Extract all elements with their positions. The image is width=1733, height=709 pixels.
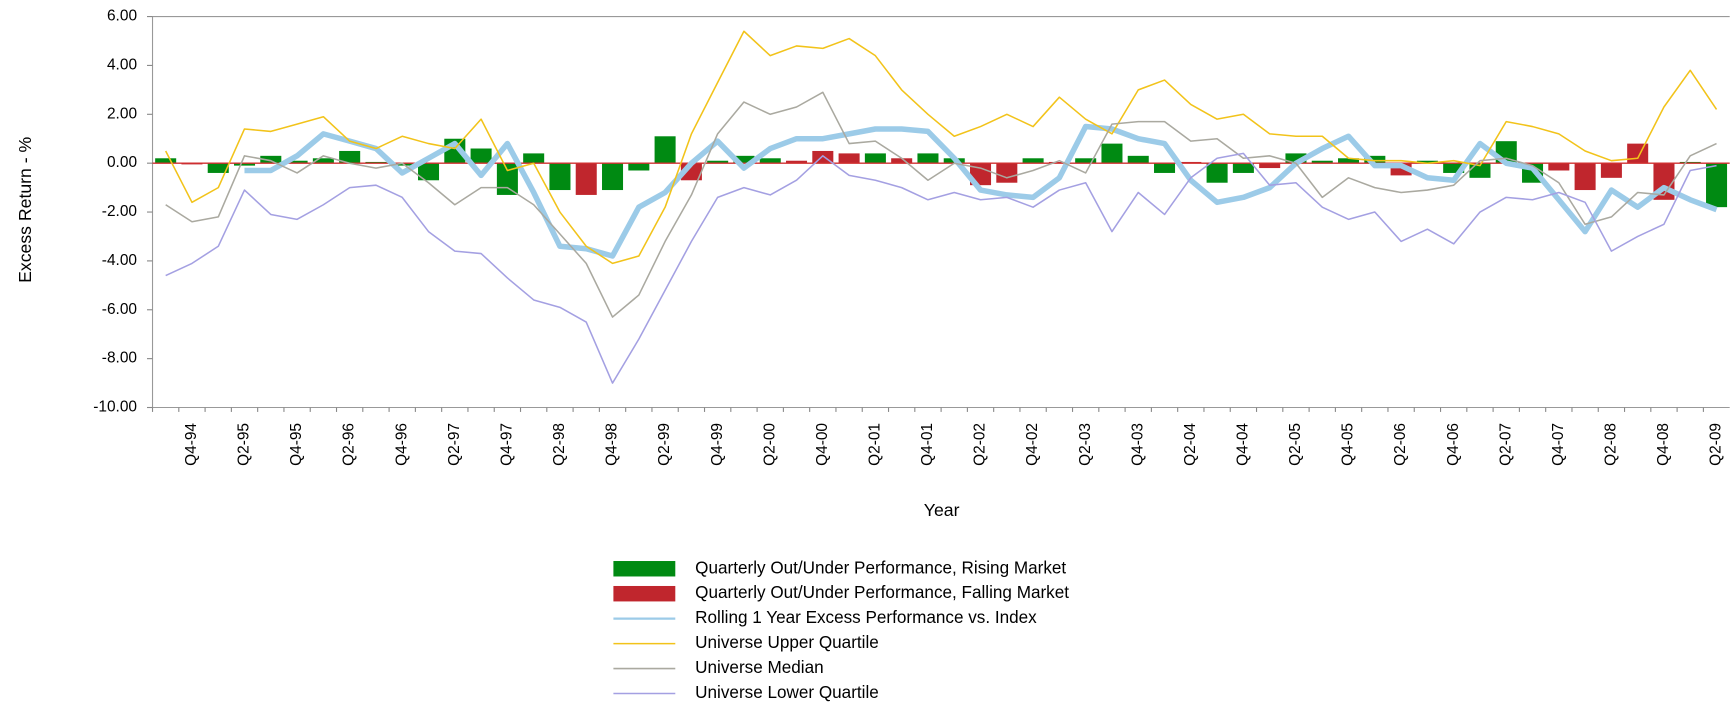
x-tick-label: Q2-96 <box>341 423 358 466</box>
bar <box>1574 163 1596 191</box>
legend-label: Quarterly Out/Under Performance, Rising … <box>695 558 1066 577</box>
series-line <box>164 30 1718 265</box>
x-tick-label: Q2-05 <box>1287 423 1304 466</box>
bar <box>1206 163 1228 183</box>
legend-label: Universe Upper Quartile <box>695 633 879 652</box>
legend-label: Universe Lower Quartile <box>695 683 879 702</box>
bar <box>260 155 282 164</box>
x-tick-label: Q2-02 <box>972 423 989 466</box>
bar <box>996 163 1018 183</box>
x-axis-title: Year <box>924 500 960 520</box>
x-tick-label: Q2-99 <box>656 423 673 466</box>
x-tick-label: Q4-98 <box>604 423 621 466</box>
x-tick-label: Q4-95 <box>288 423 305 466</box>
bar <box>1364 155 1386 164</box>
x-tick-label: Q4-99 <box>709 423 726 466</box>
x-tick-label: Q2-03 <box>1077 423 1094 466</box>
x-tick-label: Q4-04 <box>1234 423 1251 466</box>
bar <box>418 163 440 181</box>
legend-label: Universe Median <box>695 658 823 677</box>
bar <box>786 160 808 164</box>
bar <box>391 163 413 166</box>
legend-label: Quarterly Out/Under Performance, Falling… <box>695 583 1069 602</box>
bar <box>575 163 597 195</box>
bar <box>602 163 624 191</box>
bar <box>891 158 913 164</box>
x-tick-label: Q2-06 <box>1392 423 1409 466</box>
bar <box>654 136 676 164</box>
series-line <box>165 91 1717 318</box>
y-tick-label: -6.00 <box>102 301 137 318</box>
bar <box>286 160 308 164</box>
bar <box>628 163 650 171</box>
x-tick-label: Q2-08 <box>1602 423 1619 466</box>
bar <box>838 153 860 164</box>
x-tick-label: Q4-96 <box>393 423 410 466</box>
y-tick-label: 0.00 <box>107 154 137 171</box>
bar <box>759 158 781 164</box>
bar <box>549 163 571 191</box>
x-tick-label: Q4-01 <box>919 423 936 466</box>
x-tick-label: Q4-03 <box>1129 423 1146 466</box>
y-tick-label: 2.00 <box>107 105 137 122</box>
bar <box>1259 163 1281 169</box>
bar <box>339 150 361 164</box>
bar <box>1127 155 1149 164</box>
x-tick-label: Q2-95 <box>236 423 253 466</box>
bar <box>1338 158 1360 164</box>
series-line <box>244 123 1718 259</box>
y-tick-label: -4.00 <box>102 252 137 269</box>
bar <box>234 163 256 166</box>
bar <box>1101 143 1123 164</box>
bar <box>1022 158 1044 164</box>
bar <box>312 158 334 164</box>
bar <box>707 160 729 164</box>
series-line <box>165 152 1717 384</box>
y-tick-label: 4.00 <box>107 57 137 74</box>
x-tick-label: Q4-05 <box>1340 423 1357 466</box>
x-tick-label: Q4-08 <box>1655 423 1672 466</box>
bar <box>1232 163 1254 173</box>
x-tick-label: Q2-09 <box>1708 423 1725 466</box>
bar <box>1548 163 1570 171</box>
bar <box>917 153 939 164</box>
bar <box>155 158 177 164</box>
x-tick-label: Q2-98 <box>551 423 568 466</box>
y-tick-label: -8.00 <box>102 350 137 367</box>
bar <box>1416 160 1438 164</box>
bar <box>1075 158 1097 164</box>
x-tick-label: Q4-06 <box>1445 423 1462 466</box>
bar <box>1469 163 1491 178</box>
bar <box>1154 163 1176 173</box>
x-tick-label: Q2-04 <box>1182 423 1199 466</box>
bar <box>1443 163 1465 173</box>
x-tick-label: Q2-07 <box>1497 423 1514 466</box>
y-tick-label: -2.00 <box>102 203 137 220</box>
bar <box>1600 163 1622 178</box>
x-tick-label: Q4-00 <box>814 423 831 466</box>
bar <box>523 153 545 164</box>
x-tick-label: Q2-01 <box>866 423 883 466</box>
bar <box>864 153 886 164</box>
x-tick-label: Q4-97 <box>498 423 515 466</box>
y-tick-label: 6.00 <box>107 8 137 25</box>
x-tick-label: Q2-97 <box>446 423 463 466</box>
bar <box>207 163 229 173</box>
y-axis-title: Excess Return - % <box>15 136 35 282</box>
y-tick-label: -10.00 <box>93 399 137 416</box>
x-tick-label: Q2-00 <box>761 423 778 466</box>
legend-label: Rolling 1 Year Excess Performance vs. In… <box>695 608 1037 627</box>
bar <box>1706 163 1728 208</box>
bar <box>733 155 755 164</box>
x-tick-label: Q4-94 <box>183 423 200 466</box>
x-tick-label: Q4-07 <box>1550 423 1567 466</box>
bar <box>1285 153 1307 164</box>
legend-swatch <box>613 561 676 577</box>
bar <box>1627 143 1649 164</box>
x-tick-label: Q4-02 <box>1024 423 1041 466</box>
bar <box>1311 160 1333 164</box>
bar <box>470 148 492 164</box>
legend-swatch <box>613 585 676 602</box>
